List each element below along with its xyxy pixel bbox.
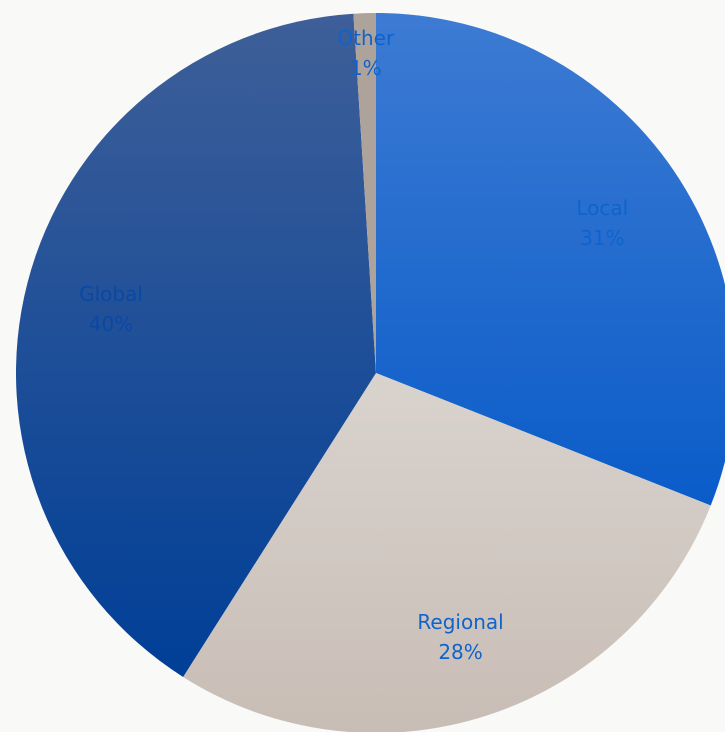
slice-label-other-percent: 1% [350,56,382,80]
pie-slice-local [376,13,725,506]
slice-label-regional-percent: 28% [438,640,482,664]
slice-label-other-name: Other [337,26,395,50]
slice-label-global-name: Global [79,282,143,306]
pie-slice-other [353,13,376,373]
slice-label-local-name: Local [576,196,628,220]
slice-label-local-percent: 31% [580,226,624,250]
slice-label-regional-name: Regional [417,610,503,634]
slice-label-global-percent: 40% [89,312,133,336]
pie-slice-global [15,13,377,677]
pie-slice-regional [183,373,711,732]
